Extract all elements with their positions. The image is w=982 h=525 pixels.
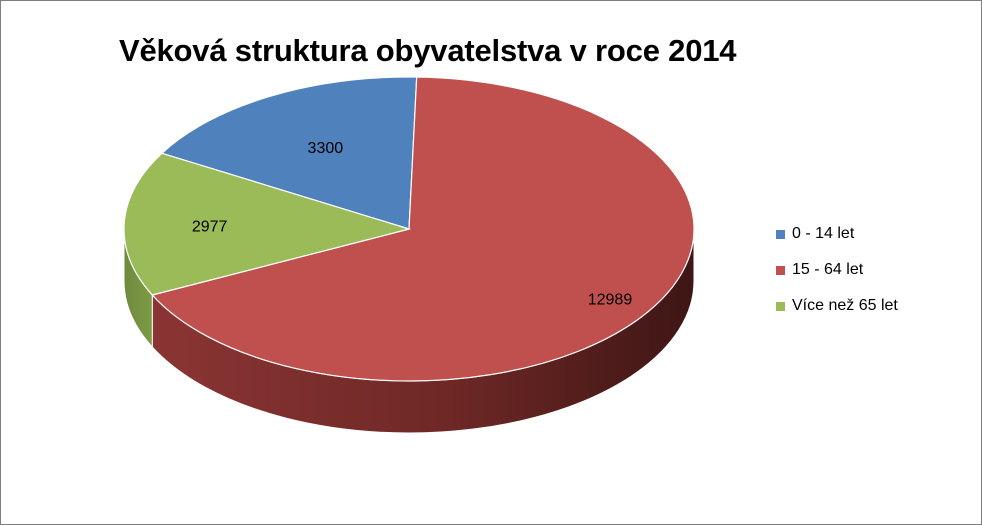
- pie-slice-15-64: [151, 76, 695, 382]
- data-label: 12989: [588, 291, 633, 308]
- legend-item: 0 - 14 let: [776, 216, 898, 252]
- legend-label: Více než 65 let: [792, 297, 898, 314]
- legend-swatch: [776, 301, 785, 311]
- legend-swatch: [776, 265, 785, 275]
- legend-swatch: [776, 229, 785, 239]
- chart-title: Věková struktura obyvatelstva v roce 201…: [119, 33, 737, 68]
- chart-legend: 0 - 14 let 15 - 64 let Více než 65 let: [776, 216, 898, 324]
- pie-data-labels: 3300 12989 2977: [192, 140, 633, 309]
- legend-label: 15 - 64 let: [792, 261, 864, 278]
- data-label: 3300: [308, 140, 344, 157]
- data-label: 2977: [192, 218, 228, 235]
- legend-item: Více než 65 let: [776, 288, 898, 324]
- pie-slices: [123, 76, 695, 382]
- pie-slice-65-plus: [123, 152, 412, 296]
- legend-label: 0 - 14 let: [792, 225, 855, 242]
- pie-slice-0-14: [160, 76, 418, 230]
- legend-item: 15 - 64 let: [776, 252, 898, 288]
